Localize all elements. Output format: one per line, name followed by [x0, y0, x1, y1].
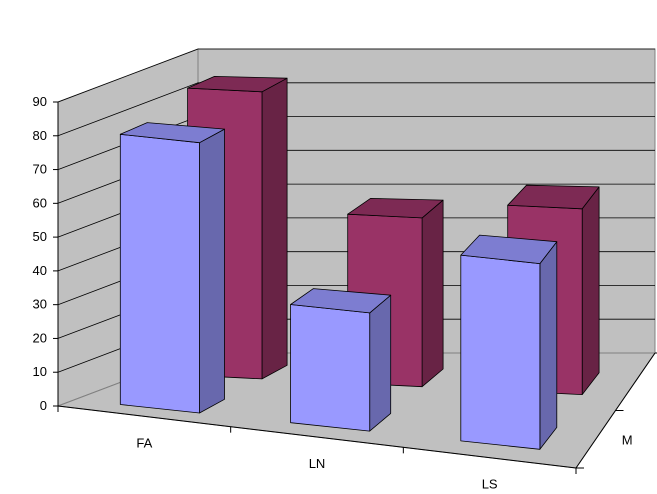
- bar-top-face: [119, 122, 225, 144]
- y-tick-label: 40: [33, 263, 47, 278]
- bar-top-face: [347, 197, 444, 219]
- category-label: LS: [482, 477, 498, 492]
- y-tick-label: 30: [33, 297, 47, 312]
- depth-label: M: [622, 432, 633, 447]
- bar-front-face: [290, 304, 371, 432]
- bar-side-face: [539, 241, 558, 450]
- y-tick-label: 80: [33, 128, 47, 143]
- bar-M-LN: [290, 288, 392, 432]
- bar-front-face: [460, 254, 541, 450]
- axis-labels: 0102030405060708090FALNLSKM: [33, 94, 633, 492]
- y-tick-label: 60: [33, 195, 47, 210]
- bar-top-face: [290, 288, 392, 314]
- category-label: LN: [309, 456, 326, 471]
- bar-M-FA: [119, 122, 225, 414]
- y-tick-label: 90: [33, 94, 47, 109]
- y-tick-label: 10: [33, 364, 47, 379]
- gridline: [57, 48, 655, 103]
- bars: [119, 76, 600, 450]
- bar-side-face: [581, 186, 600, 396]
- bar-top-face: [507, 184, 600, 210]
- category-label: FA: [136, 435, 152, 450]
- bar-side-face: [261, 77, 288, 380]
- bar-side-face: [421, 199, 444, 388]
- x-axis: [57, 405, 577, 469]
- chart-axes: [53, 101, 657, 474]
- y-tick-label: 70: [33, 162, 47, 177]
- bar-top-face: [460, 234, 558, 265]
- bar-top-face: [187, 76, 288, 93]
- gridline: [57, 82, 655, 137]
- bar-side-face: [369, 294, 392, 432]
- y-tick-label: 0: [40, 398, 47, 413]
- y-tick-label: 50: [33, 229, 47, 244]
- bar-side-face: [199, 128, 225, 414]
- bar-M-LS: [460, 234, 558, 450]
- y-tick-label: 20: [33, 330, 47, 345]
- bar-front-face: [119, 133, 200, 414]
